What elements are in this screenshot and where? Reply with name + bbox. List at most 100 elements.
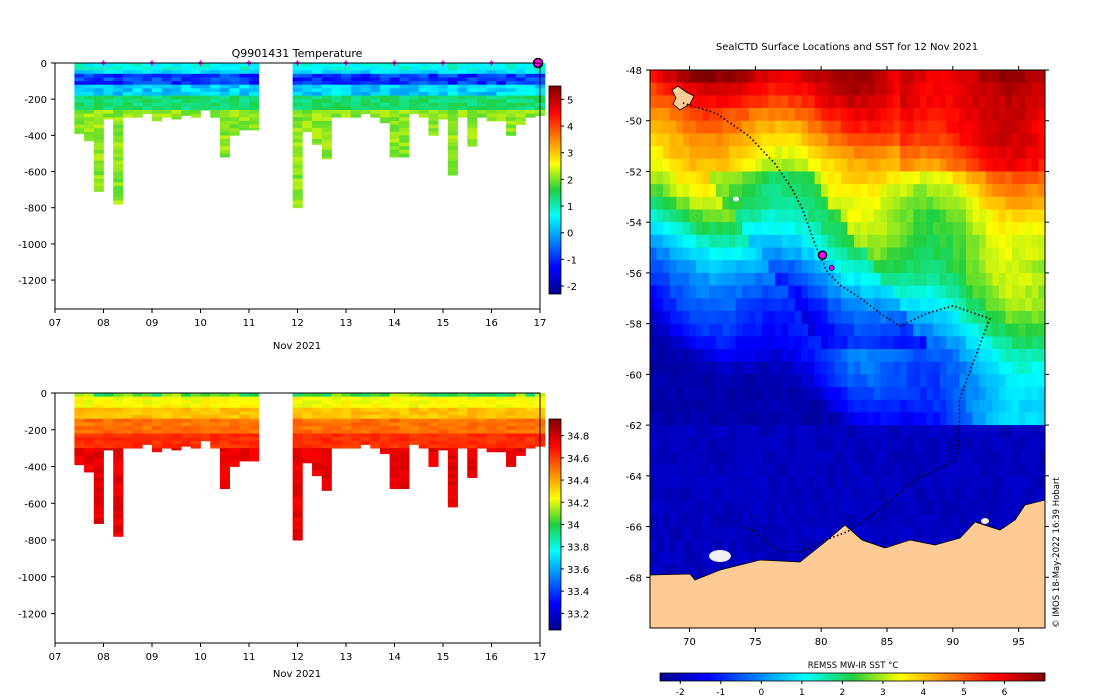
sst-cell: [979, 463, 987, 477]
heatmap-cell: [486, 404, 497, 409]
heatmap-cell: [200, 400, 211, 405]
sst-cell: [860, 158, 868, 172]
sst-cell: [709, 310, 717, 325]
sst-cell: [880, 450, 888, 464]
sst-cell: [926, 108, 934, 122]
sst-cell: [1031, 209, 1039, 223]
sst-cell: [669, 564, 677, 578]
sst-cell: [808, 298, 816, 312]
sst-cell: [814, 272, 822, 287]
heatmap-cell: [341, 91, 352, 96]
sst-cell: [952, 108, 960, 122]
sst-cell: [873, 70, 881, 84]
sst-cell: [1005, 247, 1013, 261]
sst-cell: [702, 412, 710, 426]
sst-cell: [966, 146, 974, 160]
sst-cell: [729, 539, 737, 553]
heatmap-cell: [428, 70, 439, 75]
heatmap-cell: [302, 102, 313, 107]
sst-cell: [715, 450, 723, 464]
heatmap-cell: [457, 411, 468, 416]
heatmap-cell: [219, 113, 230, 118]
heatmap-cell: [447, 153, 458, 158]
sst-cell: [985, 475, 993, 489]
sst-cell: [926, 475, 934, 489]
heatmap-cell: [360, 440, 371, 445]
sst-cell: [775, 158, 783, 172]
heatmap-cell: [486, 73, 497, 78]
sst-cell: [650, 234, 658, 249]
sst-cell: [801, 349, 809, 363]
heatmap-cell: [190, 393, 201, 398]
sst-cell: [709, 196, 717, 210]
heatmap-cell: [312, 455, 323, 460]
x-tick-label: 16: [485, 652, 498, 663]
heatmap-cell: [438, 433, 449, 438]
heatmap-cell: [93, 120, 104, 125]
sst-cell: [1018, 260, 1026, 274]
sst-cell: [755, 349, 763, 363]
heatmap-cell: [370, 63, 381, 68]
sst-cell: [985, 184, 993, 198]
heatmap-cell: [312, 99, 323, 104]
sst-cell: [735, 310, 743, 325]
heatmap-cell: [74, 429, 85, 434]
sst-cell: [873, 133, 881, 147]
heatmap-cell: [486, 95, 497, 100]
x-tick-label: 12: [291, 318, 304, 329]
heatmap-cell: [171, 63, 182, 68]
sst-cell: [808, 95, 816, 109]
sst-cell: [972, 260, 980, 274]
sst-cell: [1012, 146, 1020, 160]
sst-cell: [998, 184, 1006, 198]
heatmap-cell: [74, 396, 85, 401]
sst-cell: [887, 513, 895, 528]
heatmap-cell: [219, 81, 230, 86]
sst-cell: [854, 196, 862, 210]
heatmap-cell: [84, 63, 95, 68]
heatmap-cell: [389, 135, 400, 140]
sst-cell: [998, 399, 1006, 413]
heatmap-cell: [181, 70, 192, 75]
sst-cell: [939, 247, 947, 261]
heatmap-cell: [467, 444, 478, 449]
sst-cell: [867, 475, 875, 489]
heatmap-cell: [428, 124, 439, 129]
heatmap-cell: [350, 404, 361, 409]
sst-cell: [1018, 146, 1026, 160]
sst-cell: [913, 412, 921, 426]
sst-cell: [827, 361, 835, 375]
sst-cell: [696, 285, 704, 299]
heatmap-cell: [312, 422, 323, 427]
sst-cell: [715, 158, 723, 172]
heatmap-cell: [103, 113, 114, 118]
sst-cell: [689, 272, 697, 287]
heatmap-cell: [341, 99, 352, 104]
heatmap-cell: [190, 429, 201, 434]
heatmap-cell: [428, 131, 439, 136]
sst-cell: [709, 488, 717, 502]
sst-cell: [656, 425, 664, 439]
heatmap-cell: [447, 106, 458, 111]
sst-cell: [821, 285, 829, 299]
sst-cell: [669, 387, 677, 401]
heatmap-cell: [525, 407, 536, 412]
sst-cell: [656, 133, 664, 147]
heatmap-cell: [210, 84, 221, 89]
heatmap-cell: [360, 73, 371, 78]
sst-cell: [656, 209, 664, 223]
sst-cell: [821, 146, 829, 160]
sst-cell: [709, 158, 717, 172]
sst-cell: [814, 196, 822, 210]
heatmap-cell: [249, 400, 260, 405]
sst-cell: [873, 260, 881, 274]
sst-cell: [919, 272, 927, 287]
heatmap-cell: [321, 77, 332, 82]
heatmap-cell: [84, 66, 95, 71]
heatmap-cell: [447, 63, 458, 68]
sst-cell: [847, 488, 855, 502]
sst-cell: [913, 260, 921, 274]
x-tick-label: 10: [194, 652, 207, 663]
sst-cell: [952, 158, 960, 172]
heatmap-cell: [302, 429, 313, 434]
